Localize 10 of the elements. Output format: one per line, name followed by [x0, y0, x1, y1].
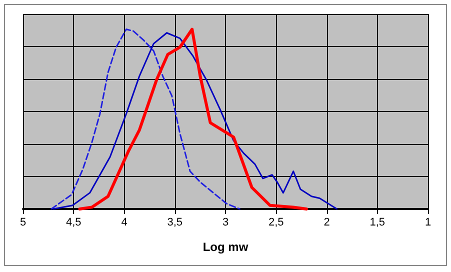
x-tick-label: 1 [424, 216, 432, 228]
x-tick-label: 3 [222, 216, 229, 228]
x-tick-label: 1,5 [370, 216, 386, 228]
x-axis-title: Log mw [202, 240, 249, 254]
x-tick-label: 2,5 [268, 216, 284, 228]
x-tick-label: 4,5 [66, 216, 82, 228]
x-tick-label: 4 [121, 216, 128, 228]
x-tick-label: 2 [324, 216, 330, 228]
x-tick-label: 5 [20, 216, 26, 228]
x-tick-label: 3,5 [167, 216, 183, 228]
